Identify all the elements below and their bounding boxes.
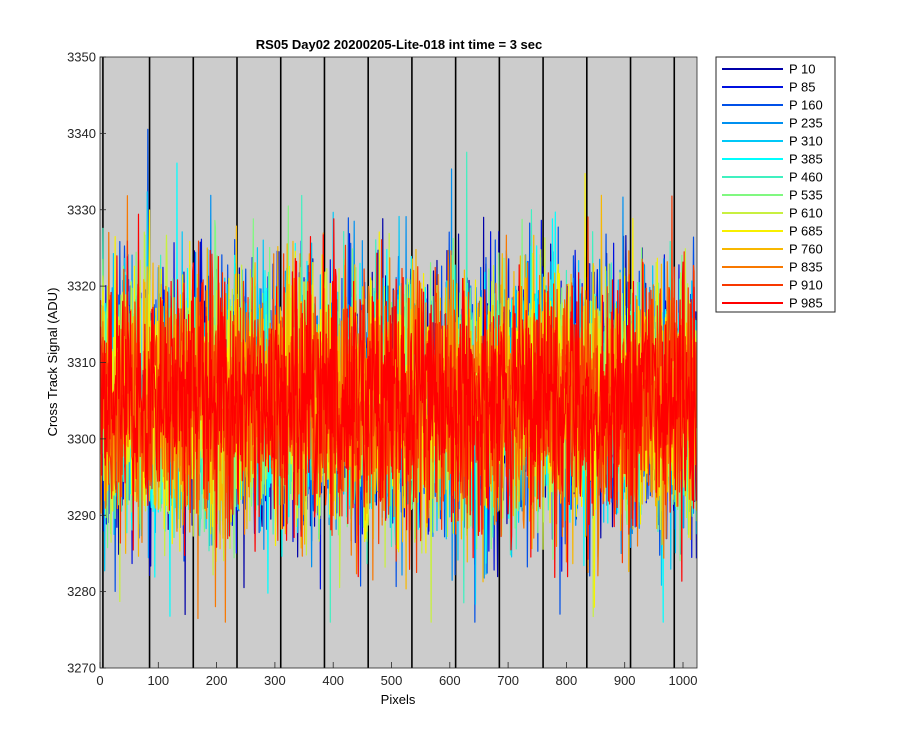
legend-label: P 685 xyxy=(789,224,823,239)
x-tick-label: 400 xyxy=(322,673,344,688)
legend-label: P 160 xyxy=(789,98,823,113)
legend-label: P 610 xyxy=(789,206,823,221)
x-tick-label: 900 xyxy=(614,673,636,688)
legend-label: P 835 xyxy=(789,260,823,275)
x-tick-label: 0 xyxy=(96,673,103,688)
series-line-p-910 xyxy=(100,195,697,574)
y-tick-label: 3340 xyxy=(67,126,96,141)
x-axis: 0 100 200 300 400 500 600 700 800 900 1000 xyxy=(96,662,697,688)
legend-label: P 85 xyxy=(789,80,816,95)
y-tick-label: 3330 xyxy=(67,202,96,217)
x-tick-label: 100 xyxy=(147,673,169,688)
series-layer xyxy=(100,128,697,623)
y-axis: 3270 3280 3290 3300 3310 3320 3330 3340 3350 xyxy=(67,50,106,676)
y-axis-label: Cross Track Signal (ADU) xyxy=(45,288,60,437)
y-tick-label: 3290 xyxy=(67,508,96,523)
y-tick-label: 3280 xyxy=(67,584,96,599)
series-line-p-985 xyxy=(100,213,697,582)
y-tick-label: 3300 xyxy=(67,431,96,446)
legend-label: P 460 xyxy=(789,170,823,185)
x-tick-label: 600 xyxy=(439,673,461,688)
x-tick-label: 500 xyxy=(381,673,403,688)
y-tick-label: 3270 xyxy=(67,661,96,676)
legend-label: P 910 xyxy=(789,278,823,293)
chart-title: RS05 Day02 20200205-Lite-018 int time = … xyxy=(256,37,543,52)
y-tick-label: 3320 xyxy=(67,279,96,294)
y-tick-label: 3310 xyxy=(67,355,96,370)
x-tick-label: 200 xyxy=(206,673,228,688)
legend-label: P 985 xyxy=(789,296,823,311)
x-tick-label: 1000 xyxy=(669,673,698,688)
legend-label: P 10 xyxy=(789,62,816,77)
x-tick-label: 800 xyxy=(556,673,578,688)
legend: P 10 P 85 P 160 P 235 P 310 P 385 P 460 P 535 P … xyxy=(715,56,836,313)
legend-label: P 235 xyxy=(789,116,823,131)
x-tick-label: 700 xyxy=(497,673,519,688)
legend-label: P 535 xyxy=(789,188,823,203)
legend-box xyxy=(715,56,836,313)
x-axis-label: Pixels xyxy=(381,692,416,707)
legend-label: P 310 xyxy=(789,134,823,149)
y-tick-label: 3350 xyxy=(67,50,96,65)
legend-label: P 385 xyxy=(789,152,823,167)
x-tick-label: 300 xyxy=(264,673,286,688)
legend-label: P 760 xyxy=(789,242,823,257)
